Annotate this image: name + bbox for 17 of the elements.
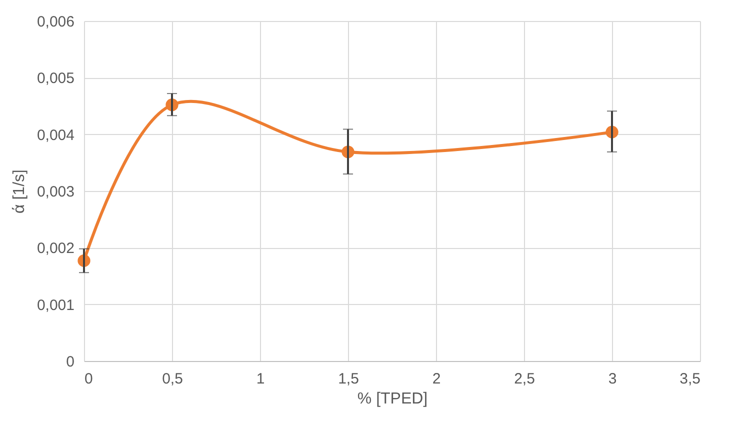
x-axis-title: % [TPED] [357, 390, 428, 408]
y-tick-label: 0,003 [36, 184, 74, 200]
x-tick-label: 1,5 [338, 370, 359, 388]
x-tick-label: 2 [432, 370, 441, 388]
y-tick-label: 0,005 [36, 70, 74, 88]
x-tick-label: 3,5 [680, 370, 700, 388]
y-tick-label: 0,006 [36, 14, 74, 30]
x-tick-label: 3 [608, 370, 617, 388]
x-tick-label: 0,5 [162, 370, 183, 388]
y-tick-label: 0,004 [36, 126, 74, 144]
x-tick-label: 1 [256, 370, 265, 388]
y-axis-title: ά [1/s] [10, 170, 28, 214]
y-tick-label: 0,002 [36, 240, 74, 258]
y-tick-label: 0 [66, 354, 74, 370]
x-tick-label: 2,5 [514, 370, 535, 388]
x-tick-label: 0 [84, 370, 93, 388]
y-tick-label: 0,001 [36, 296, 74, 314]
